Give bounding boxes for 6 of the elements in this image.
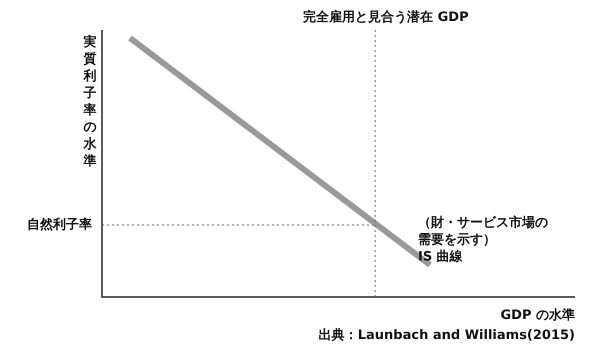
text: 完全雇用と見合う潜在 GDP <box>303 8 469 25</box>
x-axis-title: GDP の水準 <box>500 308 575 323</box>
ref-line-label: 自然利子率 <box>27 216 92 232</box>
source-note: 出典：Launbach and Williams(2015) <box>318 328 575 343</box>
annotation: （財・サービス市場の需要を示す） IS 曲線 <box>418 214 548 264</box>
y-axis-title: 実質利子率の水準 <box>82 34 98 169</box>
